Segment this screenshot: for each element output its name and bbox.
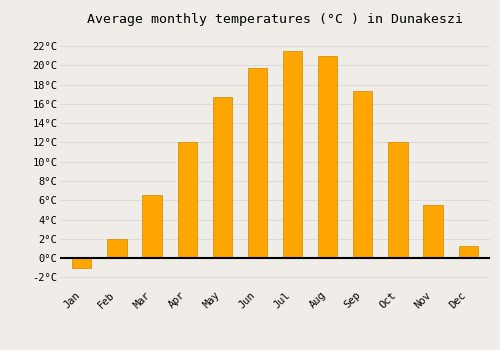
Bar <box>388 142 407 258</box>
Bar <box>212 97 232 258</box>
Bar <box>424 205 442 258</box>
Bar <box>353 91 372 258</box>
Bar <box>283 51 302 258</box>
Bar <box>142 195 162 258</box>
Bar <box>72 258 92 268</box>
Bar <box>108 239 126 258</box>
Bar <box>318 56 338 258</box>
Bar <box>248 68 267 258</box>
Bar <box>458 246 478 258</box>
Title: Average monthly temperatures (°C ) in Dunakeszi: Average monthly temperatures (°C ) in Du… <box>87 13 463 26</box>
Bar <box>178 142 197 258</box>
